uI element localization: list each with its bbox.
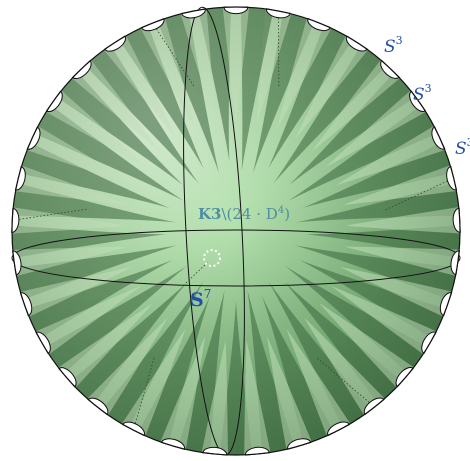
center-label: K3\(24 · D4) [198, 205, 290, 223]
rim-handle [35, 331, 51, 355]
handle-labels: S3 S3 S3 [384, 34, 470, 159]
handle-label-2-exp: 3 [425, 82, 432, 95]
rim-handle [87, 397, 109, 416]
rim-handle [140, 17, 165, 32]
svg-text:K3\(24 · D4): K3\(24 · D4) [198, 205, 290, 223]
rim-handle [160, 438, 186, 450]
dotted-guide [384, 177, 454, 211]
equator [11, 229, 461, 287]
rim-handle [287, 438, 312, 450]
center-close: ) [284, 205, 290, 223]
dotted-guide [316, 357, 375, 408]
rim-handle [11, 207, 20, 233]
rim-handle [307, 17, 331, 32]
svg-text:S3: S3 [413, 82, 432, 105]
rim-handle [26, 126, 41, 150]
rim-handle [14, 166, 26, 191]
puncture-marker [203, 249, 221, 267]
rim-handle [363, 397, 385, 416]
rim-handle [345, 35, 368, 52]
rim-handle [395, 367, 414, 388]
rim-handle [19, 292, 33, 317]
sphere-base-label: S [190, 289, 204, 311]
dotted-guide [133, 356, 155, 431]
center-removed-label: \(24 · D [221, 205, 277, 223]
handle-label-2-base: S [413, 85, 425, 105]
rim-handle [327, 421, 351, 437]
handle-label-1-exp: 3 [396, 34, 403, 47]
dotted-guide [12, 208, 88, 221]
rim-handle [45, 90, 63, 113]
rim-handle [431, 126, 446, 150]
rim-handle [266, 8, 291, 19]
puncture-guide [185, 261, 209, 284]
handle-label-3-base: S [455, 139, 467, 159]
sphere-shading [12, 7, 460, 455]
center-space-label: K3 [198, 205, 221, 223]
rim-handle [58, 367, 77, 388]
svg-text:S3: S3 [384, 34, 403, 57]
rim-handle [122, 421, 145, 437]
svg-text:S3: S3 [455, 136, 470, 159]
rim-handle [439, 292, 453, 317]
handle-label-3-exp: 3 [467, 136, 470, 149]
rim-handle [409, 90, 427, 112]
svg-text:S7: S7 [190, 287, 211, 311]
rim-handles [11, 6, 461, 456]
rim-handle [12, 250, 22, 276]
rim-handle [181, 8, 206, 19]
rim-handle [380, 59, 400, 79]
rim-handle [421, 331, 437, 355]
dotted-guide [277, 11, 280, 88]
sphere-label: S7 [190, 287, 211, 311]
rim-handle [223, 6, 249, 14]
rim-handle [450, 250, 461, 276]
dotted-guide [152, 22, 195, 88]
rim-handle [452, 207, 461, 233]
rim-handle [104, 35, 126, 52]
rim-handle [446, 165, 458, 191]
rim-handle [71, 59, 92, 79]
sphere-exponent: 7 [204, 287, 212, 301]
center-exponent: 4 [278, 205, 284, 216]
sphere-outline [11, 6, 461, 456]
dotted-lines [12, 11, 454, 431]
handle-label-1-base: S [384, 37, 396, 57]
